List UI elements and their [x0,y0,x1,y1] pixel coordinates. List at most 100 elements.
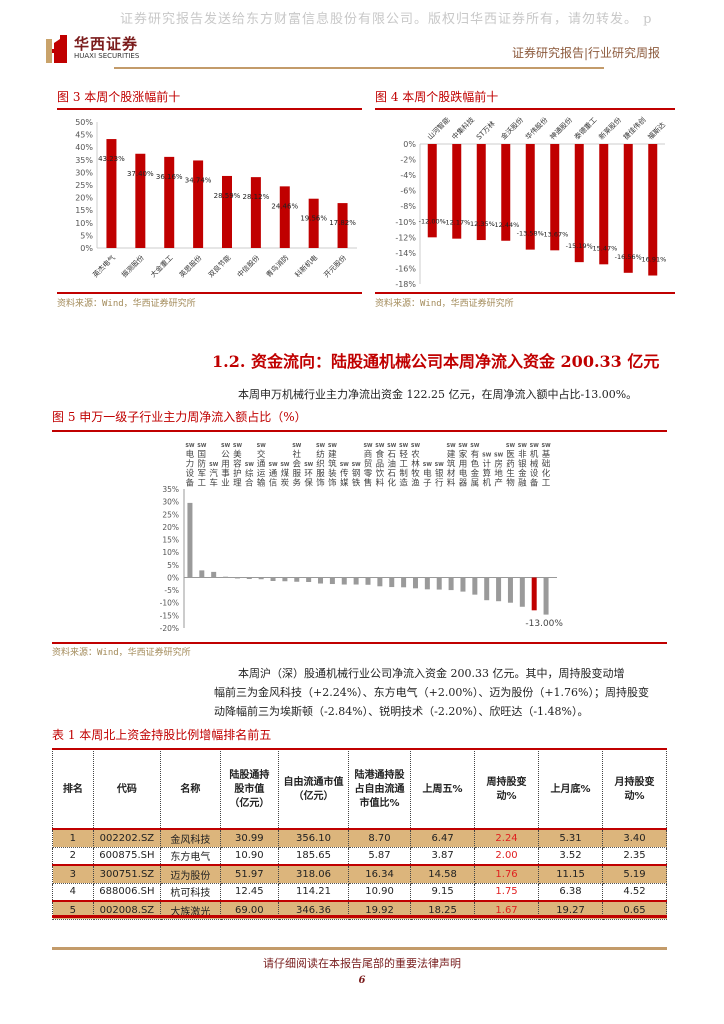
svg-text:英杰电气: 英杰电气 [91,253,117,279]
svg-text:SW: SW [458,443,468,449]
svg-text:36.16%: 36.16% [156,173,183,181]
table-cell: 30.99 [219,828,279,848]
col-free-float-value: 自由流通市值（亿元） [277,751,349,829]
svg-text:通: 通 [257,459,266,470]
svg-text:SW: SW [257,443,267,449]
col-code: 代码 [92,751,162,829]
svg-text:青鸟消防: 青鸟消防 [264,253,290,279]
table-row: 1 002202.SZ 金风科技 30.99 356.10 8.70 6.47 2.24 5.3… [52,828,667,848]
table-cell: 19.92 [347,900,412,920]
col-name: 名称 [160,751,221,829]
table-row: 5 002008.SZ 大族激光 69.00 346.36 19.92 18.25 1.67 1… [52,900,667,920]
svg-text:汽: 汽 [209,468,218,479]
svg-text:0%: 0% [80,244,93,253]
svg-text:15%: 15% [75,206,93,215]
svg-text:-6%: -6% [400,187,416,196]
table-cell: 6.38 [538,883,603,902]
svg-text:SW: SW [328,443,338,449]
fig4-title: 图 4 本周个股跌幅前十 [375,90,499,104]
svg-text:-15%: -15% [160,611,179,620]
svg-text:事: 事 [221,468,230,479]
svg-text:SW: SW [340,462,350,468]
svg-text:SW: SW [387,443,397,449]
svg-text:30%: 30% [75,168,93,177]
svg-text:25%: 25% [75,181,93,190]
svg-text:-13.58%: -13.58% [517,230,544,238]
svg-text:银: 银 [518,459,527,470]
svg-text:房: 房 [494,459,503,470]
table-cell: 2.24 [474,828,540,848]
svg-text:钢: 钢 [352,468,361,479]
svg-text:工: 工 [399,460,408,470]
paragraph-net-outflow: 本周申万机械行业主力净流出资金 122.25 亿元，在周净流入额中占比-13.0… [238,388,638,401]
svg-text:农: 农 [411,449,420,460]
svg-text:筑: 筑 [447,459,456,470]
table-row: 2 600875.SH 东方电气 10.90 185.65 5.87 3.87 2.00 3.5… [52,847,667,866]
svg-text:材: 材 [447,468,456,479]
svg-text:金: 金 [518,468,527,479]
svg-text:机: 机 [530,449,539,460]
fig3-bottom-rule [57,292,362,294]
svg-text:运: 运 [257,469,266,479]
svg-text:融: 融 [518,478,527,489]
table1-title: 表 1 本周北上资金持股比例增幅排名前五 [52,728,272,742]
svg-text:SW: SW [209,462,219,468]
table-cell: 3 [52,864,94,884]
svg-text:28.59%: 28.59% [214,192,241,200]
fig3-chart: 0% 5% 10% 15% 20% 25% 30% 35% 40% 45% 50% 43.23% 英杰电… [75,118,357,279]
svg-text:50%: 50% [75,118,93,127]
svg-text:铁: 铁 [352,478,361,489]
table-cell: 002202.SZ [92,828,162,848]
svg-text:SW: SW [304,462,314,468]
svg-text:生: 生 [506,468,515,479]
svg-text:SW: SW [530,443,540,449]
col-last-month-end: 上月底% [538,751,603,829]
svg-text:计: 计 [482,459,491,470]
paragraph-northbound-line2: 幅前三为金风科技（+2.24%）、东方电气（+2.00%）、迈为股份（+1.76… [214,686,649,699]
svg-text:社: 社 [293,449,302,460]
table-cell: 318.06 [277,864,349,884]
watermark-text: 证券研究报告发送给东方财富信息股份有限公司。版权归华西证券所有，请勿转发。 p [120,12,653,27]
svg-text:渔: 渔 [411,478,420,489]
svg-text:-13.67%: -13.67% [541,230,568,238]
svg-text:银: 银 [435,468,444,479]
svg-text:15%: 15% [162,536,179,545]
svg-text:零: 零 [364,469,373,479]
svg-text:算: 算 [482,468,491,479]
svg-text:通: 通 [269,468,278,479]
svg-text:交: 交 [257,449,266,460]
svg-text:输: 输 [257,478,266,489]
svg-text:器: 器 [459,479,468,489]
table-cell: 114.21 [277,883,349,902]
fig4-bottom-rule [375,292,675,294]
svg-text:油: 油 [387,459,396,470]
table1-bottom-rule [52,915,667,918]
svg-text:SW: SW [292,443,302,449]
svg-text:基: 基 [542,449,551,460]
svg-text:10%: 10% [162,548,179,557]
svg-text:SW: SW [447,443,457,449]
svg-text:有: 有 [471,449,480,460]
table-cell: 11.15 [538,864,603,884]
svg-text:用: 用 [221,460,230,470]
svg-text:SW: SW [423,462,433,468]
svg-text:-12.00%: -12.00% [419,217,446,225]
svg-text:SW: SW [233,443,243,449]
report-type: 证券研究报告|行业研究周报 [512,46,661,60]
svg-text:SW: SW [352,462,362,468]
svg-text:理: 理 [233,479,242,489]
svg-text:SW: SW [363,443,373,449]
svg-text:-12.35%: -12.35% [468,220,495,228]
svg-text:工: 工 [198,479,207,489]
svg-text:会: 会 [293,459,302,470]
logo-english-name: HUAXI SECURITIES [74,52,140,60]
svg-text:纺: 纺 [316,449,325,460]
svg-text:-16%: -16% [395,264,416,273]
svg-text:公: 公 [221,450,230,460]
svg-text:服: 服 [316,469,325,479]
svg-text:-8%: -8% [400,202,416,211]
table-cell: 1.75 [474,883,540,902]
svg-text:-18%: -18% [395,280,416,289]
fig3-source: 资料来源：Wind，华西证券研究所 [57,299,196,309]
table-cell: 69.00 [219,900,279,920]
